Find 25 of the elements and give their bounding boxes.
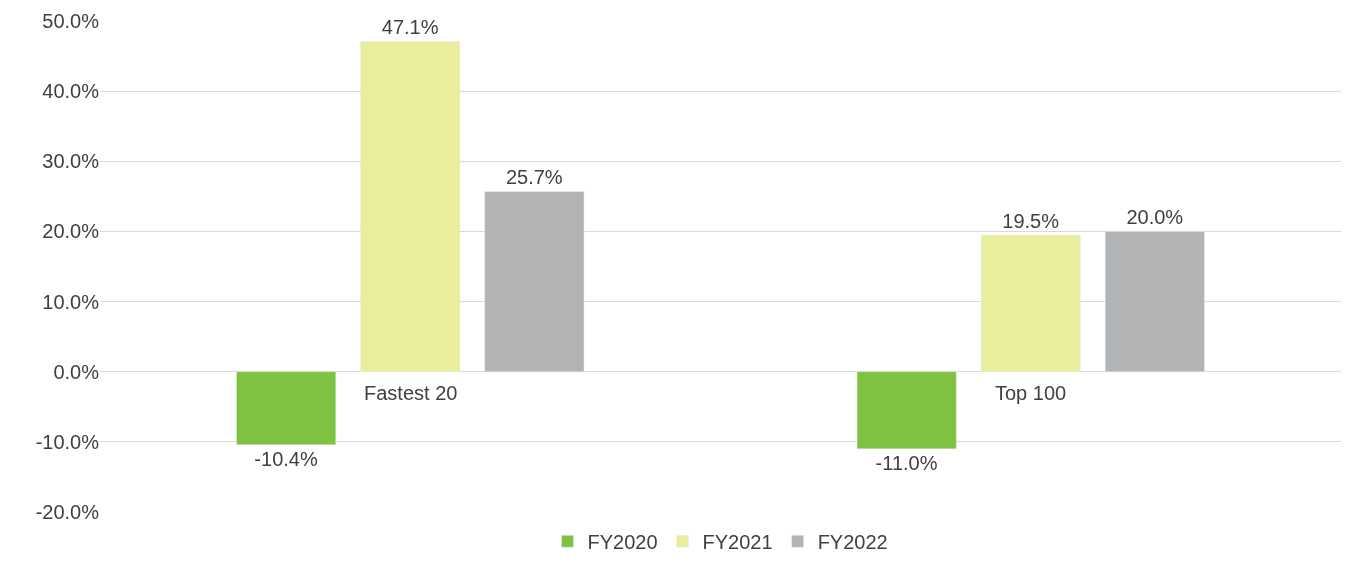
y-tick-label: 40.0%: [42, 80, 100, 103]
y-tick-label: -10.0%: [35, 430, 100, 453]
data-label: 20.0%: [1126, 206, 1184, 229]
bar: [236, 371, 337, 445]
bar: [856, 371, 957, 450]
data-label: 25.7%: [505, 166, 563, 189]
y-tick-label: 0.0%: [53, 360, 100, 383]
data-label: -11.0%: [875, 451, 938, 474]
legend-label: FY2022: [817, 531, 888, 554]
y-tick-label: 20.0%: [42, 220, 100, 243]
bar: [1104, 231, 1205, 372]
y-tick-label: 10.0%: [42, 290, 100, 313]
x-tick-label: Top 100: [995, 382, 1067, 404]
data-label: 47.1%: [381, 16, 439, 39]
data-label: -10.4%: [254, 447, 318, 470]
y-tick-label: -20.0%: [35, 501, 100, 523]
bar: [360, 41, 461, 372]
y-tick-label: 30.0%: [42, 150, 100, 173]
bar: [980, 234, 1081, 372]
legend-label: FY2020: [587, 531, 658, 554]
data-label: 19.5%: [1002, 209, 1060, 232]
x-tick-label: Fastest 20: [364, 382, 458, 404]
bar: [484, 191, 585, 372]
legend-label: FY2021: [702, 531, 773, 554]
y-tick-label: 50.0%: [42, 10, 100, 32]
